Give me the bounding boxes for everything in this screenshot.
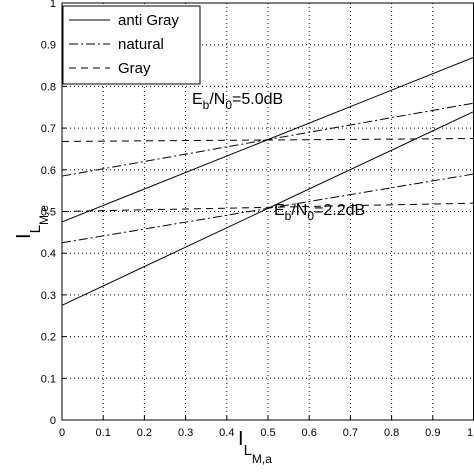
- x-tick-label: 0.3: [178, 427, 193, 439]
- annotation-5db: Eb/N0=5.0dB: [192, 91, 283, 112]
- x-tick-label: 0: [59, 427, 65, 439]
- series-line: [61, 138, 474, 142]
- grid: [62, 3, 474, 420]
- legend-box: [62, 5, 201, 85]
- series-lines: [61, 56, 474, 306]
- x-tick-label: 0.6: [302, 427, 317, 439]
- x-tick-label: 0.1: [96, 427, 111, 439]
- y-tick-label: 0.3: [41, 290, 56, 302]
- series-line: [61, 173, 474, 244]
- y-tick-label: 0.1: [41, 373, 56, 385]
- x-tick-label: 0.4: [219, 427, 234, 439]
- y-tick-label: 0.6: [41, 165, 56, 177]
- legend-label: Gray: [118, 60, 151, 77]
- x-tick-label: 0.7: [343, 427, 358, 439]
- x-tick-label: 0.5: [260, 427, 275, 439]
- x-tick-label: 0.2: [137, 427, 152, 439]
- y-tick-label: 1: [50, 0, 56, 10]
- y-tick-label: 0.4: [41, 248, 56, 260]
- x-tick-label: 0.8: [384, 427, 399, 439]
- x-tick-label: 0.9: [425, 427, 440, 439]
- annotation-2-2db: Eb/N0=2.2dB: [274, 202, 365, 223]
- legend-label: anti Gray: [118, 12, 179, 29]
- ticks: 0 0.1 0.2 0.3 0.4 0.5 0.6 0.7 0.8 0.9 1 0 0.1 0.2 0.3 0…: [41, 0, 474, 439]
- y-tick-label: 0.2: [41, 332, 56, 344]
- x-tick-label: 1: [467, 427, 473, 439]
- legend: anti Gray natural Gray: [62, 5, 201, 85]
- y-axis-label: ILM,e: [13, 205, 51, 239]
- x-axis-label: ILM,a: [238, 428, 272, 466]
- legend-label: natural: [118, 36, 164, 53]
- y-tick-label: 0: [50, 415, 56, 427]
- y-tick-label: 0.8: [41, 81, 56, 93]
- y-tick-label: 0.7: [41, 123, 56, 135]
- y-tick-label: 0.5: [41, 207, 56, 219]
- series-line: [61, 202, 474, 212]
- y-tick-label: 0.9: [41, 40, 56, 52]
